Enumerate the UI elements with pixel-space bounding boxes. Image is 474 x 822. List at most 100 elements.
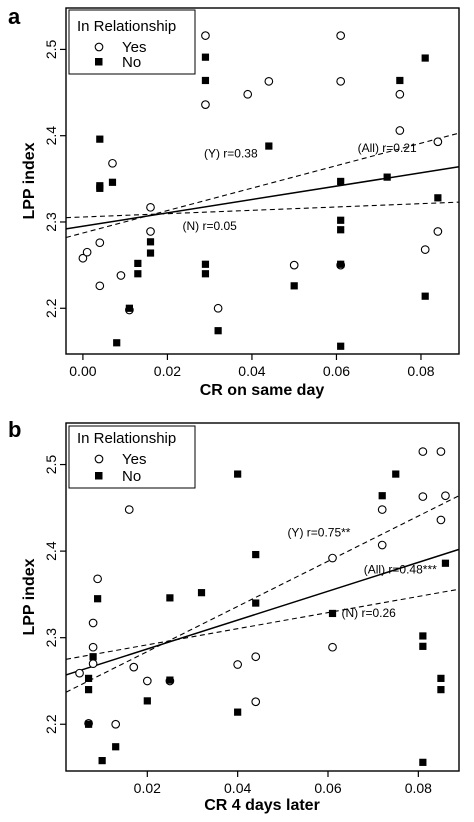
data-point-no [89, 653, 97, 661]
x-tick-label: 0.08 [405, 780, 432, 796]
correlation-labels: (Y) r=0.38 (All) r=0.21 (N) r=0.05 [182, 141, 416, 233]
data-point-no [337, 226, 345, 234]
data-point-yes [433, 137, 443, 147]
legend-label-yes: Yes [122, 451, 146, 468]
chart-panel-a: a CR on same day LPP index 0.00 0.02 0.04 0… [8, 4, 460, 399]
correlation-label: (Y) r=0.75** [287, 525, 350, 539]
legend-title: In Relationship [77, 18, 176, 35]
data-point-yes [116, 271, 126, 280]
fit-lines [65, 132, 460, 239]
data-point-no [265, 142, 273, 150]
data-point-yes [129, 662, 139, 672]
data-point-yes [289, 260, 299, 270]
data-point-yes [441, 491, 450, 501]
data-point-yes [336, 76, 346, 86]
data-point-yes [201, 31, 210, 40]
legend-label-no: No [122, 54, 141, 71]
data-point-no [201, 270, 210, 278]
data-point-yes [93, 574, 102, 584]
data-point-yes [377, 505, 387, 514]
data-point-yes [418, 492, 428, 501]
data-point-no [392, 470, 400, 478]
data-point-yes [251, 652, 261, 662]
legend-label-yes: Yes [122, 39, 146, 56]
y-tick-label: 2.2 [43, 714, 59, 734]
data-point-no [437, 686, 445, 694]
correlation-label: (All) r=0.21 [358, 141, 417, 155]
data-point-no [94, 595, 102, 603]
data-point-yes [264, 76, 274, 86]
x-tick-label: 0.06 [323, 363, 350, 379]
correlation-label: (N) r=0.26 [341, 606, 396, 620]
data-point-no [166, 676, 174, 684]
data-point-yes [124, 505, 134, 514]
legend-marker-yes [94, 42, 104, 52]
data-point-yes [243, 89, 253, 99]
y-tick-label: 2.5 [43, 455, 59, 475]
data-point-yes [377, 540, 387, 550]
data-point-no [434, 194, 442, 202]
data-point-no [84, 674, 93, 682]
data-point-yes [108, 158, 117, 168]
y-tick-label: 2.4 [43, 126, 59, 146]
data-point-no [112, 743, 120, 751]
data-point-no [98, 757, 106, 765]
data-point-no [143, 697, 151, 705]
legend-marker-no [95, 58, 103, 66]
legend: In Relationship Yes No [68, 9, 196, 75]
data-point-no [113, 339, 121, 347]
fit-line [65, 588, 460, 660]
data-point-yes [336, 31, 346, 40]
legend-box [68, 9, 196, 75]
data-point-no [337, 260, 345, 268]
data-point-no [419, 758, 427, 766]
panel-label: a [8, 4, 21, 29]
data-point-yes [95, 281, 105, 291]
data-point-yes [142, 676, 152, 686]
data-point-no [96, 184, 104, 192]
y-tick-label: 2.2 [43, 298, 59, 318]
data-point-no [84, 686, 93, 694]
data-point-no [337, 177, 345, 186]
x-tick-label: 0.04 [238, 363, 265, 379]
data-point-no [396, 76, 404, 85]
data-point-yes [88, 618, 98, 628]
y-tick-label: 2.3 [43, 212, 59, 232]
data-point-yes [88, 642, 98, 652]
data-point-no [134, 259, 142, 268]
y-axis-label: LPP index [21, 142, 38, 219]
data-point-no [146, 238, 155, 246]
data-point-yes [111, 719, 121, 729]
legend-marker-no [95, 472, 103, 480]
fit-line [65, 495, 460, 693]
data-point-no [214, 327, 222, 335]
x-axis-label: CR on same day [200, 382, 325, 399]
data-point-yes [78, 253, 88, 263]
data-point-no [234, 708, 242, 716]
data-point-yes [88, 659, 98, 669]
data-point-yes [146, 227, 155, 236]
data-point-no [441, 559, 450, 567]
fit-line [65, 548, 460, 676]
data-point-yes [328, 642, 337, 652]
correlation-label: (Y) r=0.38 [204, 146, 258, 160]
data-point-no [96, 135, 104, 143]
data-point-yes [251, 697, 261, 707]
data-point-no [201, 76, 210, 85]
data-point-no [421, 54, 429, 62]
data-point-no [419, 642, 427, 650]
data-point-yes [146, 202, 155, 212]
x-tick-label: 0.06 [314, 780, 341, 796]
data-point-no [197, 589, 206, 597]
data-point-no [84, 720, 93, 728]
data-point-no [419, 632, 427, 640]
fit-lines [65, 495, 460, 693]
data-point-no [125, 304, 133, 312]
data-point-no [134, 270, 142, 278]
legend-title: In Relationship [77, 430, 176, 447]
data-points [75, 447, 450, 766]
data-point-yes [201, 100, 210, 109]
axis-ticks: 0.00 0.02 0.04 0.06 0.08 2.2 2.3 2.4 2.5 [43, 39, 435, 379]
axis-ticks: 0.02 0.04 0.06 0.08 2.2 2.3 2.4 2.5 [43, 455, 432, 796]
plot-frame [65, 7, 460, 355]
